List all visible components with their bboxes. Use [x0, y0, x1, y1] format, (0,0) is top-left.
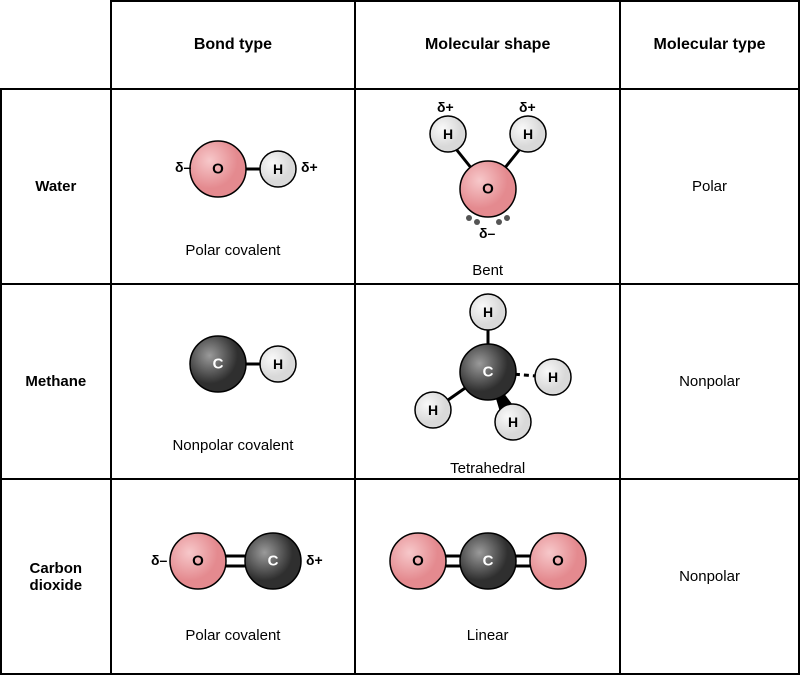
svg-text:C: C: [482, 553, 493, 570]
co2-shape-caption: Linear: [356, 627, 619, 644]
water-shape-caption: Bent: [356, 262, 619, 279]
svg-text:H: H: [483, 304, 493, 320]
methane-bond-cell: C H Nonpolar covalent: [111, 284, 356, 479]
svg-text:H: H: [273, 356, 283, 372]
methane-shape-cell: C H H H H Tetrahedral: [355, 284, 620, 479]
co2-shape-diagram: O C O: [368, 509, 608, 619]
methane-bond-caption: Nonpolar covalent: [112, 437, 355, 454]
header-shape: Molecular shape: [355, 1, 620, 89]
co2-type: Nonpolar: [620, 479, 799, 674]
svg-text:H: H: [428, 402, 438, 418]
svg-text:C: C: [213, 356, 224, 373]
svg-text:H: H: [443, 126, 453, 142]
lone-pair-dot: [474, 219, 480, 225]
delta-minus-label: δ–: [175, 159, 191, 175]
water-shape-diagram: O H H δ+ δ+ δ–: [373, 94, 603, 254]
svg-text:C: C: [482, 363, 493, 380]
water-bond-diagram: O H δ– δ+: [123, 114, 343, 234]
lone-pair-dot: [504, 215, 510, 221]
svg-text:O: O: [212, 161, 224, 178]
row-label-methane: Methane: [1, 284, 111, 479]
methane-shape-caption: Tetrahedral: [356, 460, 619, 477]
row-label-co2: Carbon dioxide: [1, 479, 111, 674]
header-type: Molecular type: [620, 1, 799, 89]
svg-text:H: H: [273, 161, 283, 177]
svg-text:H: H: [523, 126, 533, 142]
methane-shape-diagram: C H H H H: [373, 287, 603, 452]
svg-text:O: O: [412, 553, 424, 570]
co2-bond-caption: Polar covalent: [112, 627, 355, 644]
methane-bond-diagram: C H: [123, 309, 343, 429]
water-bond-caption: Polar covalent: [112, 242, 355, 259]
delta-minus-label: δ–: [151, 552, 167, 568]
lone-pair-dot: [466, 215, 472, 221]
delta-plus-label: δ+: [301, 159, 318, 175]
water-bond-cell: O H δ– δ+ Polar covalent: [111, 89, 356, 284]
delta-plus-label: δ+: [437, 99, 454, 115]
svg-text:O: O: [192, 553, 204, 570]
svg-text:C: C: [268, 553, 279, 570]
co2-shape-cell: O C O Linear: [355, 479, 620, 674]
delta-plus-label: δ+: [519, 99, 536, 115]
header-bond: Bond type: [111, 1, 356, 89]
row-label-water: Water: [1, 89, 111, 284]
water-type: Polar: [620, 89, 799, 284]
lone-pair-dot: [496, 219, 502, 225]
water-shape-cell: O H H δ+ δ+ δ– Bent: [355, 89, 620, 284]
molecule-table: Bond type Molecular shape Molecular type…: [0, 0, 800, 675]
svg-text:O: O: [552, 553, 564, 570]
methane-type: Nonpolar: [620, 284, 799, 479]
co2-bond-diagram: O C δ– δ+: [123, 509, 343, 619]
co2-bond-cell: O C δ– δ+ Polar covalent: [111, 479, 356, 674]
delta-minus-label: δ–: [479, 225, 495, 241]
svg-text:H: H: [548, 369, 558, 385]
delta-plus-label: δ+: [306, 552, 323, 568]
svg-text:O: O: [482, 181, 494, 198]
svg-text:H: H: [508, 414, 518, 430]
